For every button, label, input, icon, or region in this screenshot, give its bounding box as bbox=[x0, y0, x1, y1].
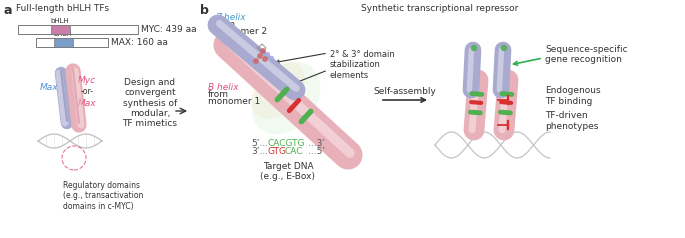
Text: 5’...: 5’... bbox=[251, 139, 268, 148]
Text: Full-length bHLH TFs: Full-length bHLH TFs bbox=[16, 4, 109, 13]
Circle shape bbox=[258, 54, 262, 58]
Text: B helix: B helix bbox=[208, 83, 238, 92]
Bar bbox=[54, 38, 73, 47]
Circle shape bbox=[254, 59, 258, 63]
Circle shape bbox=[501, 45, 506, 50]
Text: GTG: GTG bbox=[268, 148, 287, 157]
Text: ...3’: ...3’ bbox=[308, 139, 325, 148]
Text: MAX: 160 aa: MAX: 160 aa bbox=[111, 38, 168, 47]
Text: monomer 1: monomer 1 bbox=[208, 97, 260, 106]
Text: b: b bbox=[200, 4, 209, 17]
Bar bbox=[51, 25, 70, 34]
Text: Endogenous
TF binding: Endogenous TF binding bbox=[545, 86, 601, 106]
Circle shape bbox=[471, 45, 477, 50]
Text: Regulatory domains
(e.g., transactivation
domains in c-MYC): Regulatory domains (e.g., transactivatio… bbox=[63, 181, 143, 211]
Text: 3’...: 3’... bbox=[251, 148, 268, 157]
Text: -or-: -or- bbox=[81, 88, 93, 96]
Text: Sequence-specific
gene recognition: Sequence-specific gene recognition bbox=[545, 45, 627, 64]
Text: CACGTG: CACGTG bbox=[268, 139, 306, 148]
Circle shape bbox=[266, 53, 269, 55]
Circle shape bbox=[261, 49, 265, 53]
Text: monomer 2: monomer 2 bbox=[215, 27, 267, 36]
Ellipse shape bbox=[251, 62, 321, 134]
Circle shape bbox=[271, 56, 273, 60]
Text: a: a bbox=[4, 4, 12, 17]
Text: Z helix: Z helix bbox=[215, 13, 246, 22]
Text: MYC: 439 aa: MYC: 439 aa bbox=[141, 25, 197, 34]
Text: TF-driven
phenotypes: TF-driven phenotypes bbox=[545, 111, 599, 131]
Text: Max: Max bbox=[40, 84, 58, 93]
Bar bbox=[36, 38, 108, 47]
Text: CAC: CAC bbox=[285, 148, 303, 157]
Text: ...5’: ...5’ bbox=[308, 148, 325, 157]
Text: Myc: Myc bbox=[78, 76, 96, 85]
Text: bHLH: bHLH bbox=[51, 18, 69, 24]
Circle shape bbox=[263, 57, 267, 61]
Bar bbox=[18, 25, 138, 34]
Text: Max: Max bbox=[77, 99, 97, 108]
Text: 2° & 3° domain
stabilization
elements: 2° & 3° domain stabilization elements bbox=[330, 50, 395, 80]
Text: from: from bbox=[208, 90, 229, 99]
Text: from: from bbox=[215, 20, 236, 29]
Text: Synthetic transcriptional repressor: Synthetic transcriptional repressor bbox=[361, 4, 519, 13]
Text: Target DNA
(e.g., E-Box): Target DNA (e.g., E-Box) bbox=[260, 162, 316, 181]
Ellipse shape bbox=[251, 61, 305, 119]
Text: Design and
convergent
synthesis of
modular,
TF mimetics: Design and convergent synthesis of modul… bbox=[123, 78, 177, 128]
Text: Self-assembly: Self-assembly bbox=[373, 87, 436, 96]
Text: bHLH: bHLH bbox=[53, 31, 73, 37]
